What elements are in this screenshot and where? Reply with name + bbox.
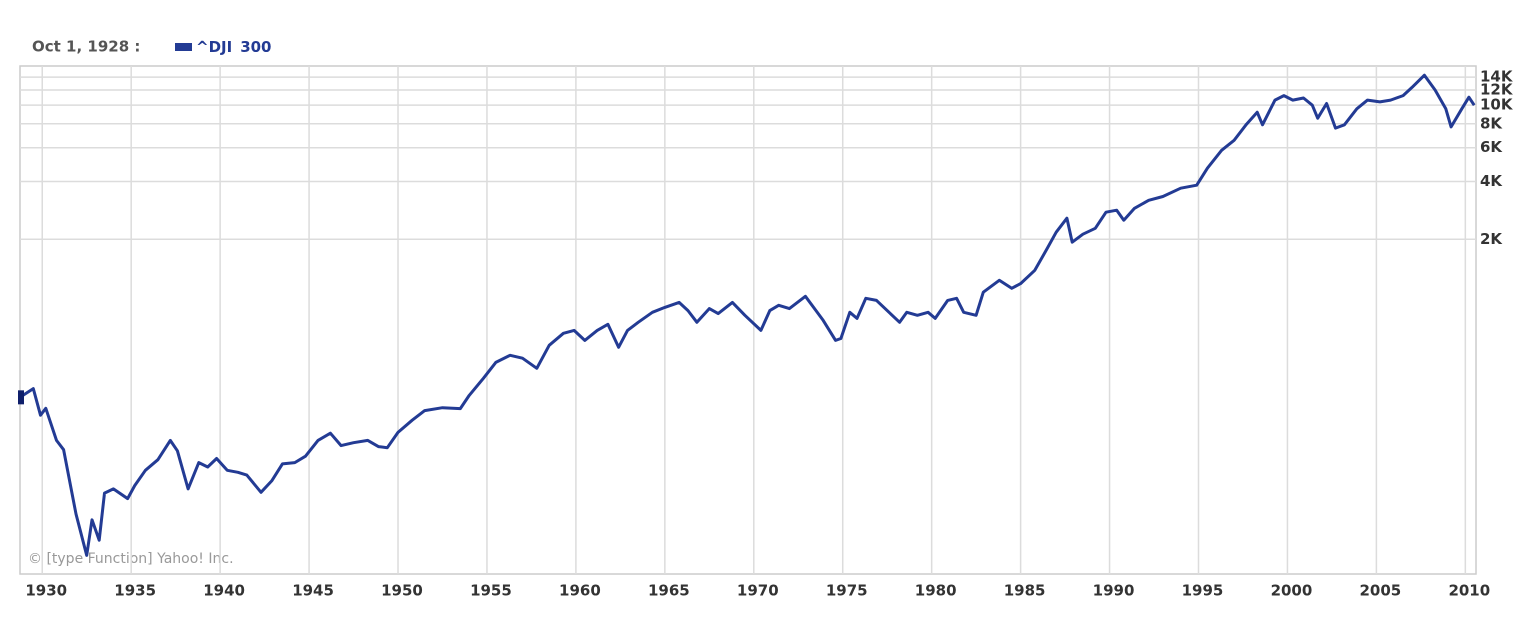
x-tick-label: 1970 — [737, 582, 779, 600]
y-tick-label: 8K — [1480, 114, 1503, 132]
y-tick-label: 12K — [1480, 80, 1514, 98]
y-tick-label: 4K — [1480, 172, 1503, 190]
x-tick-label: 2000 — [1271, 582, 1313, 600]
start-marker — [18, 390, 24, 405]
legend-swatch — [175, 43, 192, 51]
x-tick-label: 2005 — [1360, 582, 1402, 600]
x-tick-label: 1980 — [915, 582, 957, 600]
y-tick-label: 2K — [1480, 230, 1503, 248]
x-tick-label: 1985 — [1004, 582, 1046, 600]
plot-frame — [19, 65, 1477, 575]
x-tick-label: 1995 — [1182, 582, 1224, 600]
x-tick-label: 1990 — [1093, 582, 1135, 600]
x-tick-label: 2010 — [1448, 582, 1490, 600]
x-tick-label: 1955 — [470, 582, 512, 600]
y-tick-label: 14K — [1480, 68, 1514, 86]
x-tick-label: 1940 — [203, 582, 245, 600]
y-tick-label: 6K — [1480, 138, 1503, 156]
x-tick-label: 1975 — [826, 582, 868, 600]
series-line — [19, 73, 1476, 557]
x-tick-label: 1960 — [559, 582, 601, 600]
legend-date: Oct 1, 1928 : — [32, 38, 140, 56]
legend-label: ^DJI 300 — [196, 38, 272, 56]
legend-value: 300 — [240, 38, 271, 56]
x-tick-label: 1950 — [381, 582, 423, 600]
x-tick-label: 1965 — [648, 582, 690, 600]
legend-name: ^DJI — [196, 38, 232, 56]
x-tick-label: 1935 — [114, 582, 156, 600]
y-tick-label: 10K — [1480, 96, 1514, 114]
x-tick-label: 1945 — [292, 582, 334, 600]
x-tick-label: 1930 — [25, 582, 67, 600]
